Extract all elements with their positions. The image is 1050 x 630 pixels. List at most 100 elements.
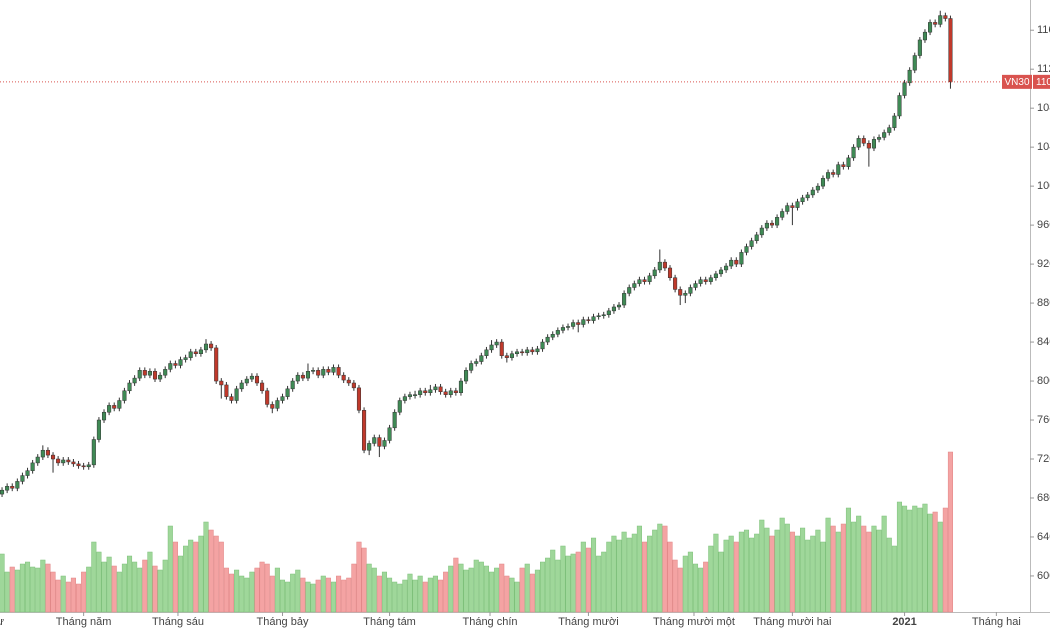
candle-body	[413, 394, 418, 396]
volume-bar	[907, 509, 913, 613]
volume-bar	[387, 577, 393, 613]
y-tick-label: 920	[1037, 258, 1050, 270]
candle-body	[571, 322, 576, 327]
candle-body	[581, 319, 586, 325]
candle-body	[912, 55, 917, 71]
candle-body	[943, 15, 948, 19]
volume-bar	[896, 501, 902, 613]
x-tick-label: Tháng hai	[972, 616, 1021, 628]
candle-body	[474, 361, 479, 364]
volume-bar	[366, 563, 372, 613]
candle-body	[673, 277, 678, 290]
volume-bar	[601, 551, 607, 613]
volume-bar	[876, 529, 882, 613]
volume-bar	[341, 579, 347, 613]
candle-body	[71, 461, 76, 465]
volume-bar	[274, 567, 280, 613]
volume-layer	[0, 451, 953, 613]
candle-body	[183, 357, 188, 360]
candle-body	[331, 367, 336, 373]
candle-body	[764, 222, 769, 229]
volume-bar	[555, 559, 561, 613]
candle-body	[657, 261, 662, 271]
candle-body	[509, 353, 514, 358]
volume-bar	[279, 579, 286, 613]
x-tick-label: Tháng mười hai	[753, 616, 831, 628]
volume-bar	[4, 571, 10, 613]
volume-bar	[35, 567, 41, 613]
volume-bar	[743, 529, 750, 613]
volume-bar	[432, 575, 438, 613]
volume-bar	[932, 511, 938, 613]
volume-bar	[902, 505, 908, 613]
candle-body	[780, 211, 785, 218]
volume-bar	[249, 571, 255, 613]
candle-body	[565, 326, 571, 328]
candle-body	[239, 382, 244, 390]
volume-bar	[259, 561, 265, 613]
candle-body	[91, 439, 96, 466]
volume-bar	[234, 569, 240, 613]
volume-bar	[891, 545, 897, 613]
candle-body	[311, 370, 316, 372]
volume-bar	[489, 571, 495, 613]
volume-bar	[111, 565, 117, 613]
candle-body	[688, 287, 693, 294]
y-tick-label: 600	[1037, 570, 1050, 582]
candle-body	[458, 380, 463, 393]
candle-body	[0, 489, 5, 495]
x-tick-label: Tháng chín	[462, 616, 517, 628]
candle-body	[856, 138, 861, 148]
candle-body	[861, 138, 866, 144]
candle-body	[922, 31, 927, 41]
candle-body	[285, 388, 290, 397]
candle-body	[724, 265, 729, 271]
volume-bar	[937, 521, 943, 613]
candle-body	[464, 370, 469, 382]
candle-body	[397, 400, 402, 413]
volume-bar	[759, 519, 765, 613]
candle-body	[224, 384, 229, 397]
x-tick-label: Tháng sáu	[152, 616, 204, 628]
candle-body	[877, 137, 882, 140]
candle-body	[718, 269, 724, 275]
volume-bar	[356, 541, 362, 613]
volume-bar	[244, 577, 250, 613]
candle-body	[152, 371, 158, 380]
volume-bar	[647, 535, 653, 613]
volume-bar	[942, 507, 948, 613]
volume-bar	[565, 555, 571, 613]
candle-body	[795, 201, 800, 208]
volume-bar	[45, 563, 51, 613]
candle-body	[540, 341, 545, 350]
volume-bar	[402, 579, 408, 613]
candle-body	[637, 279, 642, 284]
volume-bar	[443, 571, 449, 613]
y-tick-label: 800	[1037, 375, 1050, 387]
volume-bar	[157, 569, 163, 613]
volume-bar	[336, 575, 342, 613]
volume-bar	[912, 505, 918, 613]
candle-body	[815, 185, 820, 191]
candle-body	[336, 367, 341, 376]
volume-bar	[672, 559, 678, 613]
candle-body	[769, 222, 775, 226]
candle-body	[96, 419, 101, 440]
axes-layer: 600 640 680 720 760 800 840 880 920 960 1000 1040 10…	[0, 24, 1050, 628]
candle-body	[372, 437, 377, 444]
candle-body	[520, 351, 525, 354]
candle-body	[790, 205, 795, 208]
volume-bar	[188, 539, 194, 613]
volume-bar	[545, 557, 551, 613]
candle-body	[499, 341, 504, 356]
volume-bar	[371, 567, 377, 613]
volume-bar	[738, 531, 744, 613]
volume-bar	[789, 531, 795, 613]
volume-bar	[81, 571, 87, 613]
candle-body	[423, 390, 428, 393]
candle-body	[917, 39, 922, 56]
volume-bar	[70, 577, 76, 613]
candle-body	[209, 343, 214, 349]
